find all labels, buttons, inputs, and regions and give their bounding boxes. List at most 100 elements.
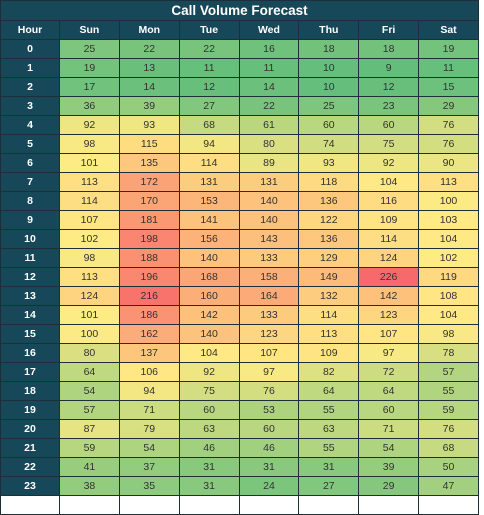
table-cell[interactable]: 186 <box>118 305 180 325</box>
table-cell[interactable]: 64 <box>59 362 120 382</box>
table-cell[interactable]: 71 <box>118 400 180 420</box>
table-cell[interactable]: 39 <box>118 96 180 116</box>
table-cell[interactable]: 31 <box>238 457 300 477</box>
row-header-hour[interactable]: 7 <box>0 172 60 192</box>
table-cell[interactable]: 113 <box>59 172 120 192</box>
table-cell[interactable]: 31 <box>178 476 240 496</box>
table-cell[interactable]: 76 <box>418 115 479 135</box>
row-header-hour[interactable]: 6 <box>0 153 60 173</box>
table-cell[interactable]: 18 <box>358 39 420 59</box>
column-header-hour[interactable]: Hour <box>0 20 60 40</box>
table-cell[interactable]: 60 <box>358 400 420 420</box>
table-cell[interactable]: 71 <box>358 419 420 439</box>
table-cell[interactable]: 68 <box>178 115 240 135</box>
table-cell[interactable]: 93 <box>298 153 360 173</box>
table-cell[interactable]: 19 <box>59 58 120 78</box>
table-cell[interactable]: 136 <box>298 191 360 211</box>
table-cell[interactable]: 47 <box>418 476 479 496</box>
table-cell[interactable]: 98 <box>59 134 120 154</box>
table-cell[interactable]: 76 <box>418 419 479 439</box>
column-header-day[interactable]: Wed <box>238 20 300 40</box>
table-cell[interactable]: 55 <box>298 400 360 420</box>
empty-cell[interactable] <box>0 495 60 515</box>
row-header-hour[interactable]: 8 <box>0 191 60 211</box>
table-cell[interactable]: 25 <box>59 39 120 59</box>
table-cell[interactable]: 153 <box>178 191 240 211</box>
table-cell[interactable]: 188 <box>118 248 180 268</box>
table-cell[interactable]: 79 <box>118 419 180 439</box>
table-cell[interactable]: 18 <box>298 39 360 59</box>
table-cell[interactable]: 131 <box>238 172 300 192</box>
table-cell[interactable]: 118 <box>298 172 360 192</box>
table-cell[interactable]: 97 <box>358 343 420 363</box>
table-cell[interactable]: 29 <box>358 476 420 496</box>
row-header-hour[interactable]: 4 <box>0 115 60 135</box>
table-cell[interactable]: 46 <box>178 438 240 458</box>
row-header-hour[interactable]: 12 <box>0 267 60 287</box>
table-cell[interactable]: 102 <box>59 229 120 249</box>
table-cell[interactable]: 102 <box>418 248 479 268</box>
table-cell[interactable]: 41 <box>59 457 120 477</box>
table-cell[interactable]: 68 <box>418 438 479 458</box>
table-cell[interactable]: 140 <box>178 248 240 268</box>
table-cell[interactable]: 61 <box>238 115 300 135</box>
table-cell[interactable]: 22 <box>178 39 240 59</box>
table-cell[interactable]: 24 <box>238 476 300 496</box>
table-cell[interactable]: 27 <box>298 476 360 496</box>
table-cell[interactable]: 216 <box>118 286 180 306</box>
table-cell[interactable]: 90 <box>418 153 479 173</box>
table-cell[interactable]: 54 <box>118 438 180 458</box>
table-cell[interactable]: 107 <box>59 210 120 230</box>
row-header-hour[interactable]: 20 <box>0 419 60 439</box>
table-cell[interactable]: 74 <box>298 134 360 154</box>
table-cell[interactable]: 46 <box>238 438 300 458</box>
table-cell[interactable]: 22 <box>118 39 180 59</box>
table-cell[interactable]: 59 <box>59 438 120 458</box>
table-cell[interactable]: 11 <box>178 58 240 78</box>
table-cell[interactable]: 89 <box>238 153 300 173</box>
row-header-hour[interactable]: 14 <box>0 305 60 325</box>
table-cell[interactable]: 109 <box>358 210 420 230</box>
table-cell[interactable]: 196 <box>118 267 180 287</box>
row-header-hour[interactable]: 0 <box>0 39 60 59</box>
table-cell[interactable]: 13 <box>118 58 180 78</box>
table-cell[interactable]: 38 <box>59 476 120 496</box>
table-cell[interactable]: 64 <box>358 381 420 401</box>
table-cell[interactable]: 104 <box>178 343 240 363</box>
column-header-day[interactable]: Fri <box>358 20 420 40</box>
table-cell[interactable]: 25 <box>298 96 360 116</box>
table-cell[interactable]: 162 <box>118 324 180 344</box>
column-header-day[interactable]: Sat <box>418 20 479 40</box>
table-cell[interactable]: 80 <box>59 343 120 363</box>
row-header-hour[interactable]: 19 <box>0 400 60 420</box>
table-cell[interactable]: 158 <box>238 267 300 287</box>
table-cell[interactable]: 27 <box>178 96 240 116</box>
table-cell[interactable]: 142 <box>178 305 240 325</box>
table-cell[interactable]: 101 <box>59 153 120 173</box>
table-cell[interactable]: 141 <box>178 210 240 230</box>
table-cell[interactable]: 22 <box>238 96 300 116</box>
table-cell[interactable]: 149 <box>298 267 360 287</box>
table-cell[interactable]: 60 <box>178 400 240 420</box>
empty-cell[interactable] <box>238 495 300 515</box>
table-cell[interactable]: 76 <box>238 381 300 401</box>
table-cell[interactable]: 160 <box>178 286 240 306</box>
table-cell[interactable]: 9 <box>358 58 420 78</box>
column-header-day[interactable]: Thu <box>298 20 360 40</box>
table-cell[interactable]: 124 <box>358 248 420 268</box>
empty-cell[interactable] <box>418 495 479 515</box>
row-header-hour[interactable]: 17 <box>0 362 60 382</box>
table-cell[interactable]: 181 <box>118 210 180 230</box>
table-cell[interactable]: 140 <box>238 191 300 211</box>
row-header-hour[interactable]: 9 <box>0 210 60 230</box>
table-cell[interactable]: 114 <box>358 229 420 249</box>
table-cell[interactable]: 92 <box>59 115 120 135</box>
table-cell[interactable]: 60 <box>358 115 420 135</box>
table-cell[interactable]: 92 <box>178 362 240 382</box>
table-cell[interactable]: 87 <box>59 419 120 439</box>
table-cell[interactable]: 131 <box>178 172 240 192</box>
table-cell[interactable]: 11 <box>418 58 479 78</box>
row-header-hour[interactable]: 13 <box>0 286 60 306</box>
table-cell[interactable]: 36 <box>59 96 120 116</box>
table-cell[interactable]: 133 <box>238 305 300 325</box>
